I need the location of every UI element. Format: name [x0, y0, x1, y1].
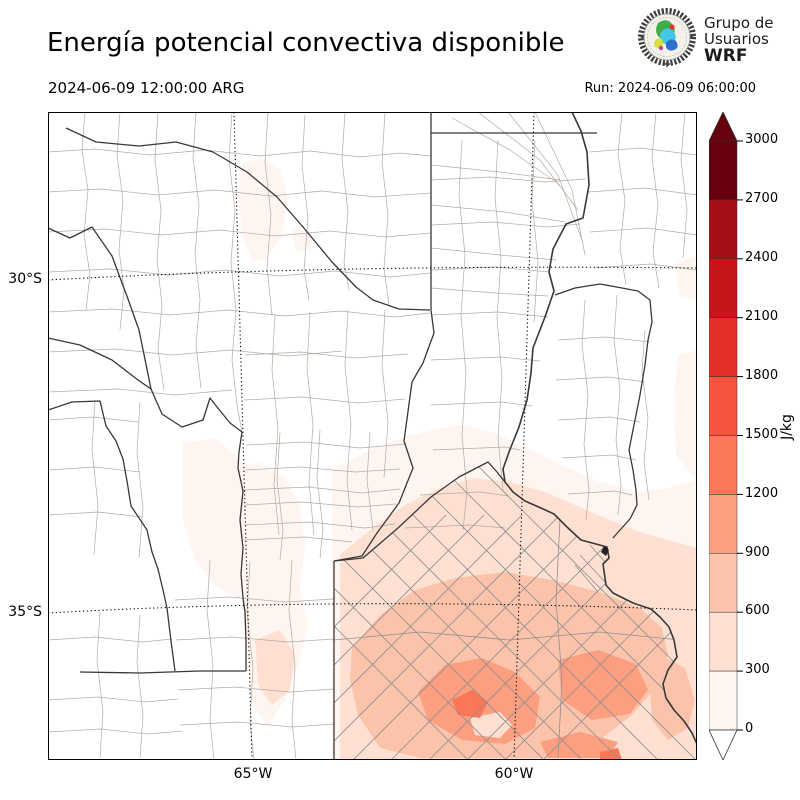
logo-text: Grupo de Usuarios WRF [704, 13, 774, 66]
map-frame [48, 112, 697, 760]
cbar-tick-2100: 2100 [745, 309, 779, 324]
cbar-tick-1200: 1200 [745, 486, 779, 501]
cbar-tick-2700: 2700 [745, 191, 779, 206]
valid-time-label: 2024-06-09 12:00:00 ARG [48, 79, 245, 97]
map-canvas [48, 112, 697, 760]
colorbar [708, 111, 745, 761]
cbar-tick-1500: 1500 [745, 427, 779, 442]
cbar-tick-900: 900 [745, 545, 770, 560]
colorbar-segments [708, 140, 738, 731]
cbar-tick-0: 0 [745, 721, 754, 736]
page-title: Energía potencial convectiva disponible [47, 28, 565, 58]
department-boundaries [48, 112, 697, 760]
lat-label-35s: 35°S [8, 604, 42, 620]
wrf-users-group-logo: Grupo de Usuarios WRF [636, 8, 796, 72]
lat-label-30s: 30°S [8, 271, 42, 287]
cbar-tick-300: 300 [745, 662, 770, 677]
province-boundaries [48, 112, 697, 760]
globe-emblem-icon [636, 6, 698, 74]
cbar-tick-2400: 2400 [745, 250, 779, 265]
cape-map-svg [48, 112, 697, 760]
colorbar-unit-label: J/kg [779, 414, 795, 440]
logo-line-1: Grupo de [704, 13, 774, 32]
graticule-lines [48, 112, 697, 760]
logo-line-2: Usuarios [704, 29, 769, 48]
run-time-label: Run: 2024-06-09 06:00:00 [584, 81, 756, 96]
lon-label-60w: 60°W [494, 766, 534, 782]
colorbar-over-arrow [708, 111, 738, 142]
colorbar-under-arrow [708, 729, 738, 761]
lon-label-65w: 65°W [233, 766, 273, 782]
logo-line-3: WRF [704, 46, 748, 66]
colorbar-tickmarks [737, 140, 743, 731]
cbar-tick-1800: 1800 [745, 368, 779, 383]
cbar-tick-600: 600 [745, 603, 770, 618]
cbar-tick-3000: 3000 [745, 132, 779, 147]
